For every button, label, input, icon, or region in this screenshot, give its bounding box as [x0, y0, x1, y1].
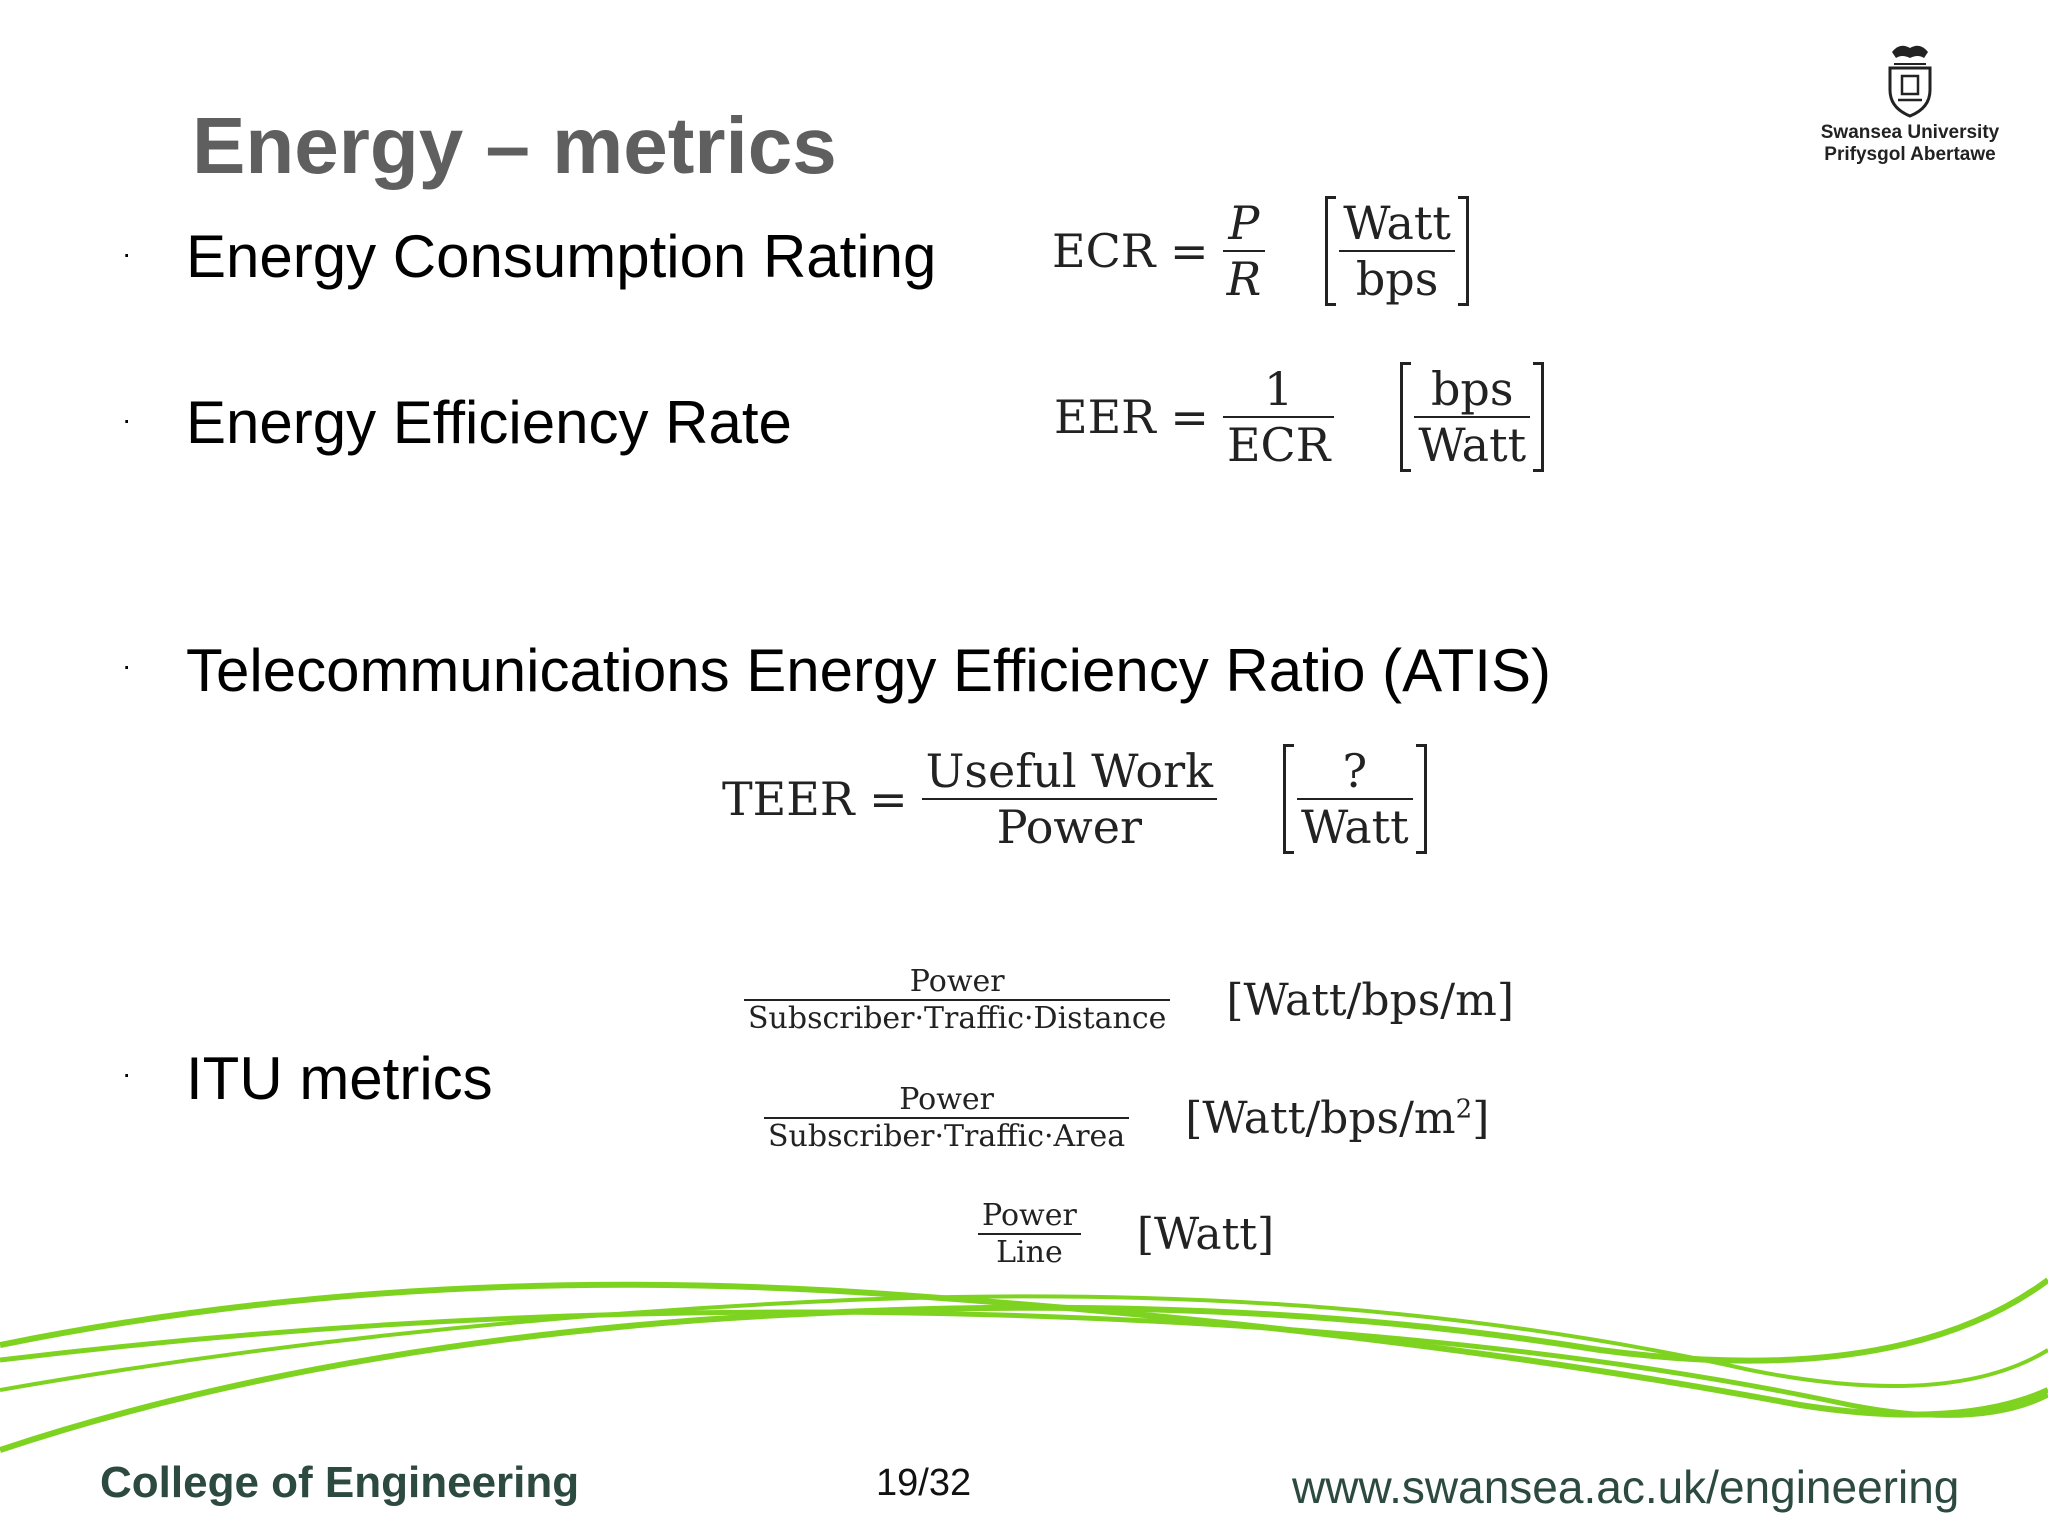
unit-numerator: bps: [1430, 362, 1514, 416]
page-number: 19/32: [876, 1462, 972, 1504]
slide-title: Energy – metrics: [192, 101, 837, 190]
formula-unit: [Watt/bps/m]: [1226, 974, 1515, 1026]
bullet-ecr: Energy Consumption Rating: [186, 223, 937, 290]
bullet-marker: ·: [122, 650, 132, 681]
formula-fraction: Power Subscriber·Traffic·Distance: [744, 964, 1171, 1036]
unit-text: [Watt/bps/m: [1185, 1092, 1456, 1144]
formula-unit: bps Watt: [1400, 362, 1545, 472]
formula-unit: Watt bps: [1325, 196, 1469, 306]
fraction-bar: [764, 1117, 1130, 1119]
fraction-bar: [978, 1233, 1081, 1235]
fraction-bar: [1222, 416, 1335, 418]
formula-eer: EER = 1 ECR bps Watt: [1054, 362, 1545, 472]
university-logo: Swansea University Prifysgol Abertawe: [1800, 38, 2020, 166]
bullet-teer: Telecommunications Energy Efficiency Rat…: [186, 637, 1551, 704]
bullet-marker: ·: [122, 1058, 132, 1089]
fraction-denominator: Subscriber·Traffic·Distance: [748, 1001, 1167, 1036]
unit-close: ]: [1472, 1092, 1490, 1144]
formula-itu-line: Power Line [Watt]: [978, 1198, 1274, 1270]
logo-line-welsh: Prifysgol Abertawe: [1824, 144, 1996, 165]
formula-unit: [Watt]: [1136, 1208, 1275, 1260]
fraction-denominator: ECR: [1226, 418, 1331, 472]
fraction-numerator: 1: [1264, 362, 1294, 416]
unit-exponent: 2: [1455, 1093, 1473, 1124]
formula-unit: [Watt/bps/m2]: [1185, 1093, 1489, 1144]
formula-lhs: ECR =: [1052, 224, 1209, 278]
decorative-wave: [0, 1277, 2048, 1453]
formula-unit: ? Watt: [1282, 744, 1427, 854]
unit-denominator: Watt: [1418, 418, 1527, 472]
formula-ecr: ECR = P R Watt bps: [1052, 196, 1469, 306]
unit-denominator: Watt: [1300, 800, 1409, 854]
fraction-numerator: Power: [909, 964, 1005, 999]
fraction-numerator: Useful Work: [925, 744, 1213, 798]
crest-icon: [1888, 45, 1932, 118]
bullet-itu: ITU metrics: [186, 1045, 493, 1112]
fraction-numerator: Power: [982, 1198, 1077, 1233]
formula-lhs: EER =: [1054, 390, 1209, 444]
bullet-eer: Energy Efficiency Rate: [186, 389, 792, 456]
fraction-denominator: Subscriber·Traffic·Area: [768, 1119, 1126, 1154]
formula-teer: TEER = Useful Work Power ? Watt: [722, 744, 1427, 854]
fraction-denominator: R: [1226, 252, 1262, 306]
fraction-bar: [1222, 250, 1266, 252]
formula-fraction: Power Subscriber·Traffic·Area: [764, 1082, 1130, 1154]
bullet-marker: ·: [122, 404, 132, 435]
footer-url[interactable]: www.swansea.ac.uk/engineering: [1292, 1461, 1960, 1513]
formula-itu-distance: Power Subscriber·Traffic·Distance [Watt/…: [744, 964, 1514, 1036]
logo-line-english: Swansea University: [1820, 122, 2000, 143]
unit-denominator: bps: [1355, 252, 1439, 306]
footer-college: College of Engineering: [100, 1458, 580, 1507]
formula-lhs: TEER =: [722, 772, 908, 826]
fraction-denominator: Line: [996, 1235, 1063, 1270]
fraction-bar: [921, 798, 1217, 800]
formula-itu-area: Power Subscriber·Traffic·Area [Watt/bps/…: [764, 1082, 1489, 1154]
fraction-bar: [744, 999, 1171, 1001]
formula-fraction: 1 ECR: [1222, 362, 1335, 472]
unit-numerator: ?: [1342, 744, 1368, 798]
formula-fraction: Power Line: [978, 1198, 1081, 1270]
unit-numerator: Watt: [1343, 196, 1451, 250]
formula-fraction: Useful Work Power: [921, 744, 1217, 854]
fraction-numerator: Power: [899, 1082, 994, 1117]
formula-fraction: P R: [1222, 196, 1266, 306]
fraction-numerator: P: [1228, 196, 1260, 250]
fraction-denominator: Power: [996, 800, 1142, 854]
bullet-marker: ·: [122, 238, 132, 269]
